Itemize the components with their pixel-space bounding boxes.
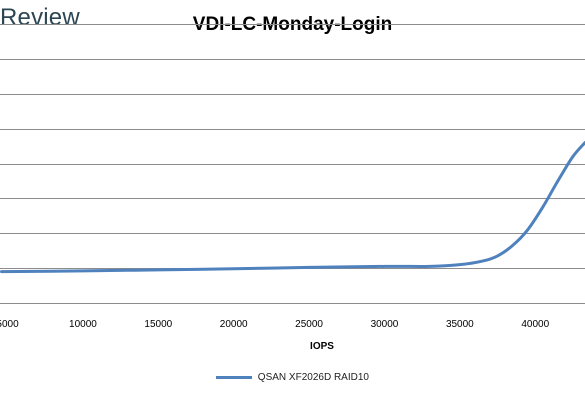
x-tick-label-4: 25000 — [295, 319, 323, 330]
x-tick-label-1: 10000 — [69, 319, 97, 330]
series-line-0 — [0, 141, 585, 274]
legend-label: QSAN XF2026D RAID10 — [257, 372, 369, 383]
x-tick-label-7: 40000 — [521, 319, 549, 330]
legend: QSAN XF2026D RAID10 — [0, 372, 585, 383]
x-tick-label-2: 15000 — [144, 319, 172, 330]
gridlines — [0, 24, 585, 304]
x-axis-label: IOPS — [310, 341, 334, 352]
x-tick-label-6: 35000 — [446, 319, 474, 330]
series-lines — [0, 141, 585, 274]
legend-swatch — [216, 376, 253, 379]
x-tick-label-5: 30000 — [371, 319, 399, 330]
x-tick-label-0: 5000 — [0, 319, 19, 330]
brand-logo: Review — [0, 4, 80, 31]
x-tick-label-3: 20000 — [220, 319, 248, 330]
x-tick-labels: 5000 10000 15000 20000 25000 30000 35000 40000 — [0, 319, 550, 330]
